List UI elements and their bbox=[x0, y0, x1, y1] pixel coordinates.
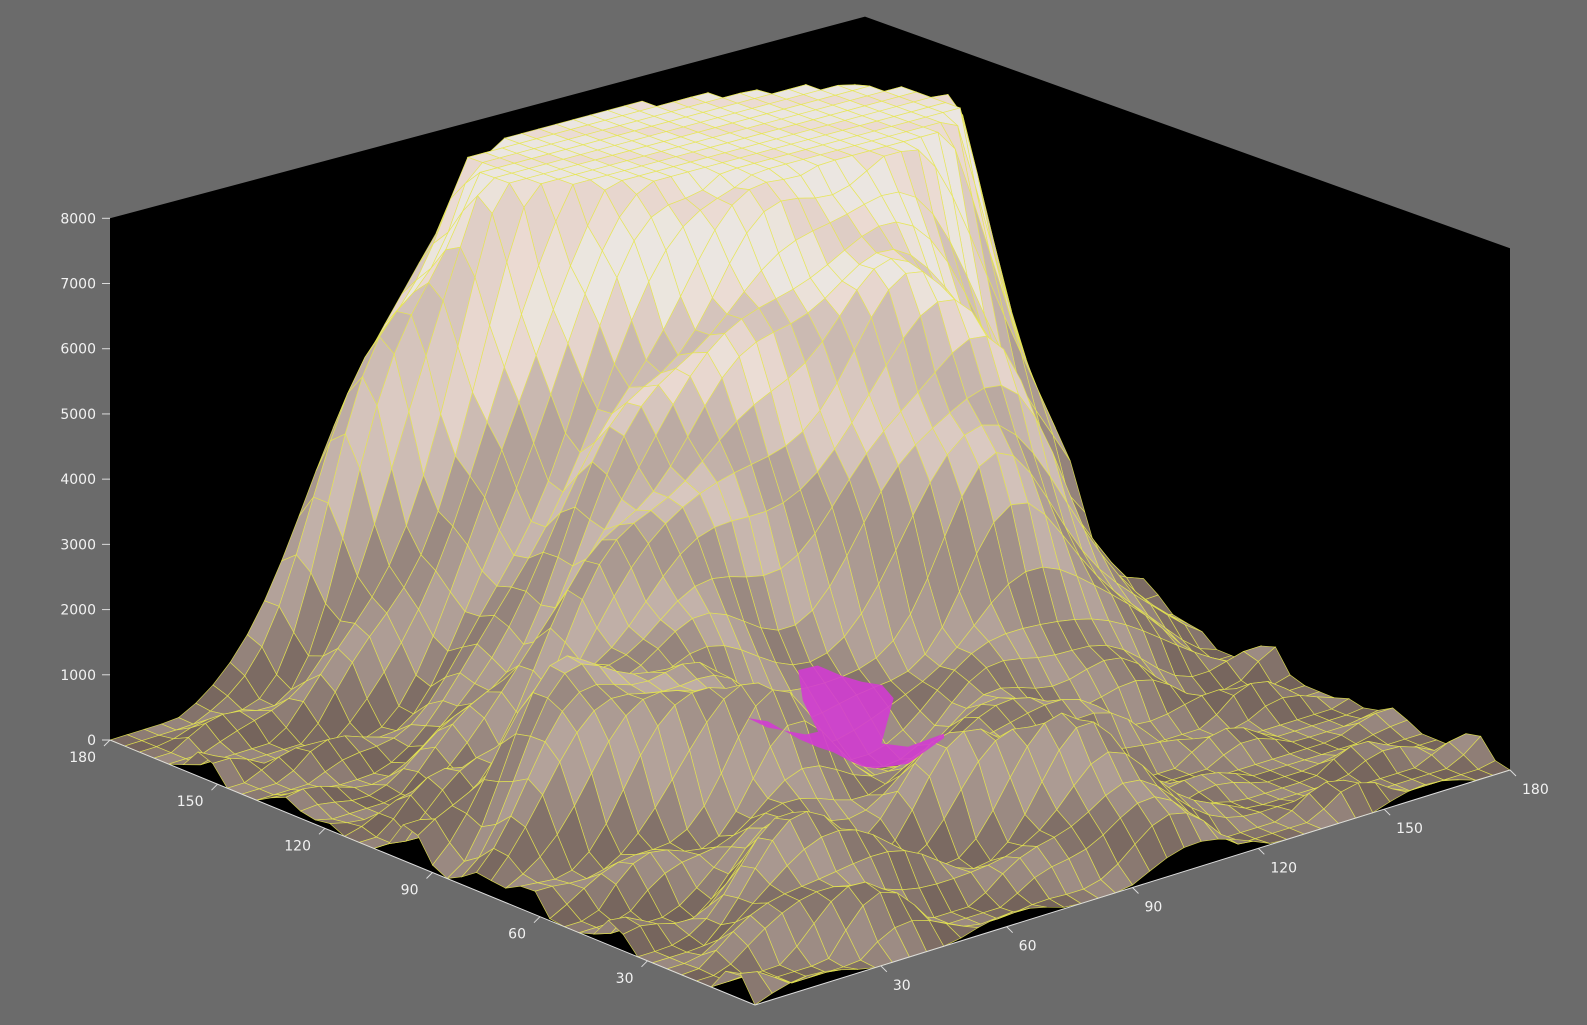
left-axis-tick-mark bbox=[318, 827, 326, 835]
left-axis-tick-mark bbox=[211, 783, 218, 791]
highlight-area bbox=[747, 665, 945, 769]
right-axis-tick-label: 120 bbox=[1270, 860, 1297, 876]
left-axis-tick-label: 30 bbox=[616, 971, 634, 987]
right-axis-tick-label: 30 bbox=[893, 978, 911, 994]
right-axis-tick-label: 150 bbox=[1396, 821, 1423, 837]
right-axis-tick-mark bbox=[1132, 887, 1139, 894]
left-axis-tick-mark bbox=[426, 872, 433, 879]
left-axis-tick-label: 90 bbox=[401, 883, 419, 899]
right-axis-tick-mark bbox=[1383, 808, 1391, 816]
right-axis-tick-label: 60 bbox=[1019, 939, 1037, 955]
left-axis-tick-label: 120 bbox=[284, 838, 311, 854]
z-tick-label: 3000 bbox=[60, 537, 96, 553]
z-tick-label: 1000 bbox=[60, 668, 96, 684]
terrain-surface bbox=[108, 83, 1511, 1006]
right-axis-tick-mark bbox=[1509, 769, 1517, 777]
left-axis-tick-label: 180 bbox=[69, 750, 96, 766]
left-axis-tick-mark bbox=[641, 960, 648, 968]
right-axis-tick-mark bbox=[1006, 926, 1014, 934]
z-tick-label: 4000 bbox=[60, 472, 96, 488]
z-tick-label: 0 bbox=[87, 733, 96, 749]
z-tick-label: 7000 bbox=[60, 277, 96, 293]
highlight-region bbox=[747, 665, 945, 769]
right-axis-tick-label: 90 bbox=[1145, 900, 1163, 916]
left-axis-tick-label: 60 bbox=[508, 927, 526, 943]
left-axis-tick-mark bbox=[103, 739, 111, 747]
surface-cell bbox=[739, 971, 773, 1006]
right-back-wall bbox=[865, 16, 1510, 771]
z-tick-label: 2000 bbox=[60, 603, 96, 619]
z-tick-label: 8000 bbox=[60, 211, 96, 227]
z-tick-label: 5000 bbox=[60, 407, 96, 423]
z-tick-label: 6000 bbox=[60, 342, 96, 358]
right-axis-tick-mark bbox=[880, 965, 888, 973]
axes: 0 1000 2000 3000 4000 5000 6000 7000 8000 30 60 90 1… bbox=[60, 211, 1549, 1006]
right-axis-tick-mark bbox=[1257, 847, 1265, 855]
right-axis-tick-label: 180 bbox=[1522, 782, 1549, 798]
left-axis-tick-label: 150 bbox=[177, 794, 204, 810]
left-axis-tick-mark bbox=[533, 916, 541, 924]
